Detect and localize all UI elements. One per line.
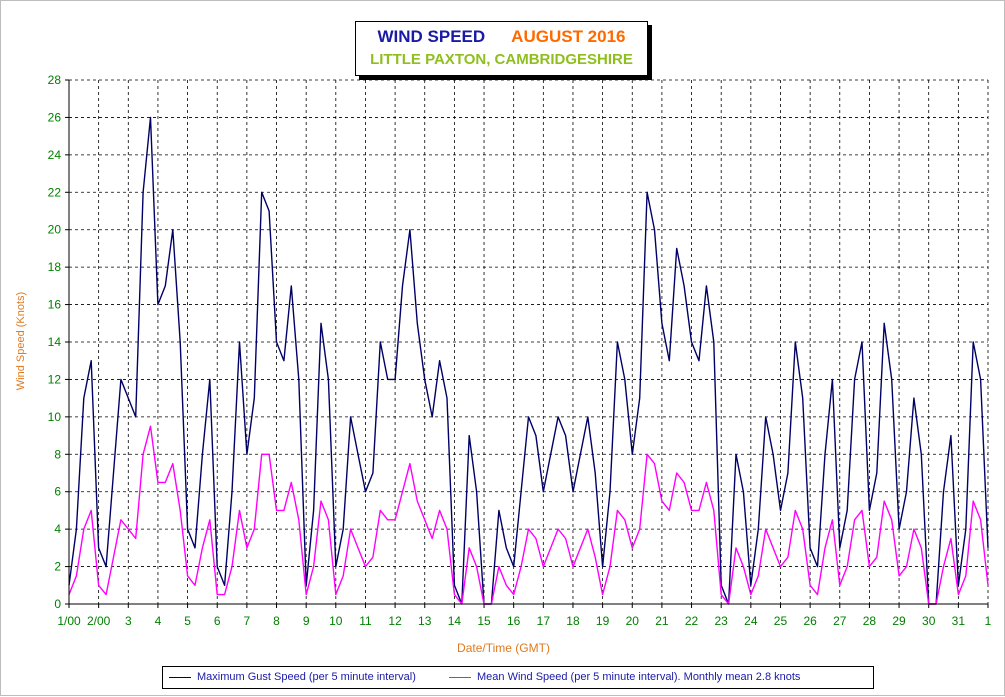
x-tick-label: 8: [273, 614, 280, 628]
x-tick-label: 25: [774, 614, 788, 628]
x-tick-label: 10: [329, 614, 343, 628]
y-tick-label: 16: [48, 298, 62, 312]
x-tick-label: 15: [477, 614, 491, 628]
x-tick-label: 5: [184, 614, 191, 628]
y-tick-label: 22: [48, 185, 62, 199]
chart-subtitle: LITTLE PAXTON, CAMBRIDGESHIRE: [370, 51, 633, 68]
x-tick-label: 11: [359, 614, 372, 628]
x-tick-label: 19: [596, 614, 610, 628]
chart-title-month: AUGUST 2016: [511, 27, 626, 46]
x-tick-label: 27: [833, 614, 847, 628]
chart-title-box: WIND SPEED AUGUST 2016 LITTLE PAXTON, CAM…: [355, 21, 648, 76]
y-tick-label: 6: [54, 485, 61, 499]
x-tick-label: 7: [244, 614, 251, 628]
y-tick-label: 26: [48, 110, 62, 124]
legend-label-mean: Mean Wind Speed (per 5 minute interval).…: [477, 671, 801, 683]
series-gust-line: [68, 116, 989, 605]
x-tick-label: 30: [922, 614, 936, 628]
y-tick-label: 8: [54, 447, 61, 461]
y-axis-title: Wind Speed (Knots): [15, 291, 27, 391]
y-tick-label: 12: [48, 372, 62, 386]
x-tick-label: 21: [655, 614, 669, 628]
x-tick-label: 12: [388, 614, 402, 628]
plot-area: [69, 80, 988, 604]
y-tick-label: 24: [48, 148, 62, 162]
x-tick-label: 14: [448, 614, 462, 628]
x-tick-label: 1/00: [57, 614, 81, 628]
x-tick-label: 22: [685, 614, 699, 628]
y-tick-label: 0: [54, 597, 61, 611]
x-tick-label: 13: [418, 614, 432, 628]
legend: Maximum Gust Speed (per 5 minute interva…: [162, 666, 874, 689]
x-tick-label: 18: [566, 614, 580, 628]
y-tick-label: 10: [48, 410, 62, 424]
chart-title: WIND SPEED AUGUST 2016: [356, 27, 647, 47]
x-tick-label: 26: [803, 614, 817, 628]
x-tick-label: 31: [952, 614, 966, 628]
x-tick-label: 28: [863, 614, 877, 628]
x-tick-label: 4: [155, 614, 162, 628]
y-tick-label: 14: [48, 335, 62, 349]
x-tick-label: 6: [214, 614, 221, 628]
chart-title-main: WIND SPEED: [377, 27, 486, 46]
x-tick-label: 20: [626, 614, 640, 628]
legend-label-gust: Maximum Gust Speed (per 5 minute interva…: [197, 671, 416, 683]
y-tick-label: 4: [54, 522, 61, 536]
x-tick-label: 23: [715, 614, 729, 628]
y-tick-label: 28: [48, 73, 62, 87]
y-tick-label: 2: [54, 560, 61, 574]
legend-item-mean: Mean Wind Speed (per 5 minute interval).…: [449, 671, 800, 683]
legend-swatch-mean: [449, 676, 471, 678]
y-tick-label: 20: [48, 223, 62, 237]
x-tick-label: 9: [303, 614, 310, 628]
x-tick-label: 29: [892, 614, 906, 628]
x-tick-label: 24: [744, 614, 758, 628]
x-tick-label: 16: [507, 614, 521, 628]
legend-item-gust: Maximum Gust Speed (per 5 minute interva…: [169, 671, 416, 683]
y-tick-label: 18: [48, 260, 62, 274]
x-tick-label: 2/00: [87, 614, 111, 628]
x-tick-label: 17: [537, 614, 551, 628]
x-tick-label: 3: [125, 614, 132, 628]
legend-swatch-gust: [169, 676, 191, 678]
x-axis-title: Date/Time (GMT): [457, 641, 550, 655]
series-mean-line: [68, 425, 989, 605]
x-tick-label: 1: [985, 614, 992, 628]
